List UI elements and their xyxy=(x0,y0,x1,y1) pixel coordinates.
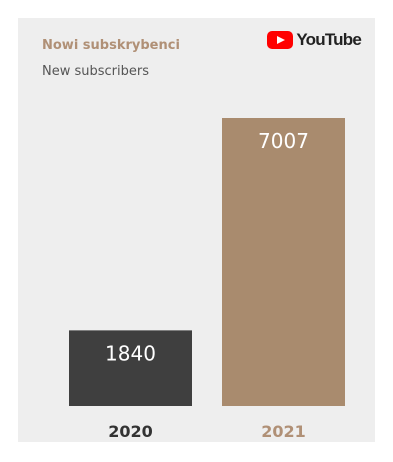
data-label-2020: 1840 xyxy=(105,341,156,365)
youtube-wordmark: YouTube xyxy=(296,30,361,49)
youtube-logo: YouTube xyxy=(267,30,362,50)
bar-2020 xyxy=(69,330,192,406)
bar-chart: 1840 2020 7007 2021 xyxy=(69,118,345,441)
youtube-play-icon xyxy=(267,31,294,49)
data-label-2021: 7007 xyxy=(258,129,309,153)
chart-subtitle: New subscribers xyxy=(42,64,149,79)
category-label-2021: 2021 xyxy=(261,422,306,441)
chart-card: Nowi subskrybenci New subscribers YouTub… xyxy=(18,18,375,442)
chart-title: Nowi subskrybenci xyxy=(42,38,180,53)
category-label-2020: 2020 xyxy=(108,422,153,441)
bar-2021 xyxy=(222,118,345,406)
